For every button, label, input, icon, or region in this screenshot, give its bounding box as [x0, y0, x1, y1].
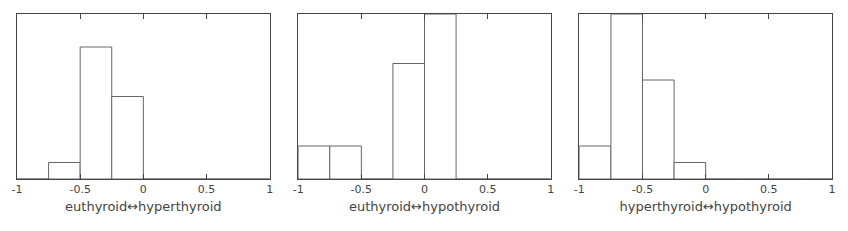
svg-text:-0.5: -0.5	[69, 183, 90, 196]
svg-text:0.5: 0.5	[479, 183, 497, 196]
svg-text:0.5: 0.5	[760, 183, 778, 196]
svg-text:0: 0	[702, 183, 709, 196]
svg-text:euthyroid↔hypothyroid: euthyroid↔hypothyroid	[349, 199, 500, 214]
svg-text:0: 0	[140, 183, 147, 196]
svg-text:-1: -1	[574, 183, 585, 196]
svg-text:hyperthyroid↔hypothyroid: hyperthyroid↔hypothyroid	[619, 199, 791, 214]
svg-text:1: 1	[266, 183, 273, 196]
svg-text:1: 1	[547, 183, 554, 196]
svg-text:-0.5: -0.5	[351, 183, 372, 196]
svg-text:0: 0	[421, 183, 428, 196]
svg-text:euthyroid↔hyperthyroid: euthyroid↔hyperthyroid	[65, 199, 221, 214]
svg-text:-0.5: -0.5	[632, 183, 653, 196]
svg-text:-1: -1	[293, 183, 304, 196]
svg-text:0.5: 0.5	[198, 183, 216, 196]
svg-text:1: 1	[829, 183, 836, 196]
svg-text:-1: -1	[12, 183, 23, 196]
